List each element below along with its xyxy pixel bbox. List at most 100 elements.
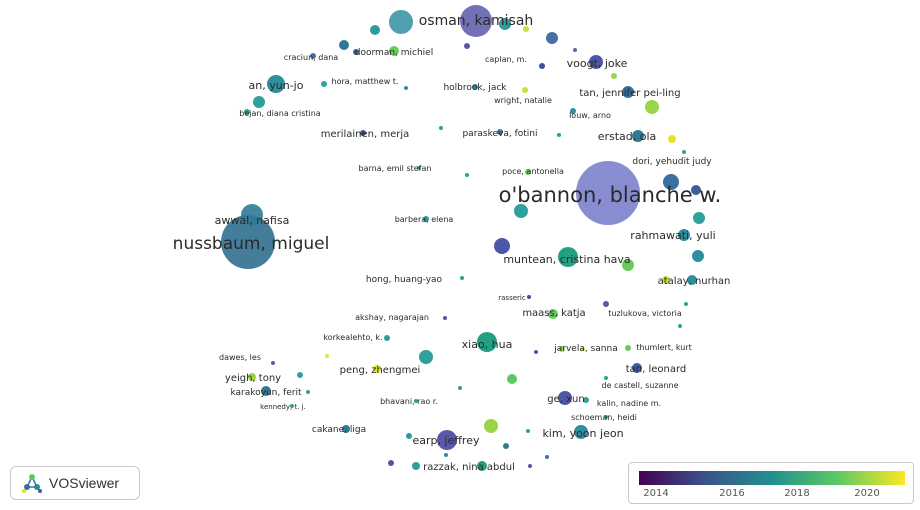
node-karakoyun-b[interactable] <box>306 390 310 394</box>
node-caplan-a[interactable] <box>546 32 558 44</box>
node-poce-b[interactable] <box>465 173 469 177</box>
label-kim[interactable]: kim, yoon jeon <box>542 427 623 440</box>
node-osman-c[interactable] <box>499 18 511 30</box>
node-dawes[interactable] <box>271 361 275 365</box>
node-rahmawati-a[interactable] <box>693 212 705 224</box>
node-obannon-b[interactable] <box>663 174 679 190</box>
node-osman-a[interactable] <box>389 10 413 34</box>
label-barbera[interactable]: barbera, elena <box>395 215 454 224</box>
node-poce[interactable] <box>525 169 531 175</box>
node-earp-c[interactable] <box>406 433 412 439</box>
label-holbrook[interactable]: holbrook, jack <box>443 83 507 93</box>
node-kim-a[interactable] <box>526 429 530 433</box>
label-paraskeva[interactable]: paraskeva, fotini <box>462 129 537 139</box>
label-peng[interactable]: peng, zhengmei <box>340 365 421 376</box>
node-caplan[interactable] <box>539 63 545 69</box>
node-peng[interactable] <box>373 365 381 373</box>
label-kennedy[interactable]: kennedy, t. j. <box>260 403 306 411</box>
label-xiao[interactable]: xiao, hua <box>462 338 513 351</box>
node-an-b[interactable] <box>253 96 265 108</box>
node-jarvela-c[interactable] <box>581 347 585 351</box>
label-voogt[interactable]: voogt, joke <box>567 57 628 70</box>
label-jarvela[interactable]: jarvela, sanna <box>553 344 617 354</box>
label-dori[interactable]: dori, yehudit judy <box>632 157 712 167</box>
label-rasseric[interactable]: rasseric <box>498 294 526 302</box>
node-yeigh-b[interactable] <box>297 372 303 378</box>
node-obannon-c[interactable] <box>691 185 701 195</box>
node-doorman-a[interactable] <box>339 40 349 50</box>
node-kim[interactable] <box>574 425 588 439</box>
node-razzak-a[interactable] <box>388 460 394 466</box>
label-tuzlukova[interactable]: tuzlukova, victoria <box>608 309 682 318</box>
label-wright[interactable]: wright, natalie <box>494 96 552 105</box>
node-voogt-b[interactable] <box>611 73 617 79</box>
node-razzak-c[interactable] <box>444 453 448 457</box>
node-thumlert[interactable] <box>625 345 631 351</box>
label-dawes[interactable]: dawes, les <box>219 353 261 362</box>
node-schoeman[interactable] <box>604 415 608 419</box>
node-holbrook[interactable] <box>472 84 478 90</box>
node-nussbaum[interactable] <box>221 215 275 269</box>
label-thumlert[interactable]: thumlert, kurt <box>636 343 692 352</box>
label-cakane[interactable]: cakane, liga <box>312 425 366 435</box>
node-tanjennifer-b[interactable] <box>645 100 659 114</box>
node-dori[interactable] <box>682 150 686 154</box>
label-awwal[interactable]: awwal, nafisa <box>215 214 290 227</box>
label-poce[interactable]: poce, antonella <box>502 167 564 176</box>
label-bejan[interactable]: bejan, diana cristina <box>239 109 321 118</box>
node-erstad-b[interactable] <box>668 135 676 143</box>
label-kalin[interactable]: kalin, nadine m. <box>597 399 661 408</box>
node-wright[interactable] <box>522 87 528 93</box>
node-tanleonard[interactable] <box>632 363 642 373</box>
node-razzak-d[interactable] <box>528 464 532 468</box>
node-awwal[interactable] <box>241 204 263 226</box>
node-hora-b[interactable] <box>404 86 408 90</box>
label-akshay[interactable]: akshay, nagarajan <box>355 313 429 322</box>
label-tanleonard[interactable]: tan, leonard <box>626 364 687 375</box>
label-cracium[interactable]: craciun, dana <box>284 53 338 62</box>
node-rasseric[interactable] <box>527 295 531 299</box>
node-karakoyun[interactable] <box>261 386 271 396</box>
label-hong[interactable]: hong, huang-yao <box>366 275 443 285</box>
label-osman[interactable]: osman, kamisah <box>419 13 534 29</box>
label-caplan[interactable]: caplan, m. <box>485 55 527 64</box>
node-maass[interactable] <box>548 309 558 319</box>
node-kennedy[interactable] <box>290 404 294 408</box>
node-atalay[interactable] <box>662 276 670 284</box>
node-bejan[interactable] <box>244 109 250 115</box>
node-jarvela[interactable] <box>534 350 538 354</box>
node-tuzlukova-b[interactable] <box>684 302 688 306</box>
node-osman-d[interactable] <box>523 26 529 32</box>
node-korkealehto[interactable] <box>384 335 390 341</box>
node-decastell[interactable] <box>604 376 608 380</box>
node-louw[interactable] <box>570 108 576 114</box>
node-hong[interactable] <box>460 276 464 280</box>
node-barbera[interactable] <box>423 216 429 222</box>
node-rahmawati-b[interactable] <box>692 250 704 262</box>
node-cakane[interactable] <box>342 425 350 433</box>
node-erstad[interactable] <box>632 130 644 142</box>
node-osman[interactable] <box>460 5 492 37</box>
label-doorman[interactable]: doorman, michiel <box>355 48 433 58</box>
label-schoeman[interactable]: schoeman, heidi <box>571 413 637 422</box>
node-barna[interactable] <box>417 166 421 170</box>
node-holbrook-a[interactable] <box>464 43 470 49</box>
label-yeigh[interactable]: yeigh, tony <box>225 373 281 384</box>
node-yeigh[interactable] <box>248 373 256 381</box>
node-an[interactable] <box>267 75 285 93</box>
node-hora[interactable] <box>321 81 327 87</box>
label-hora[interactable]: hora, matthew t. <box>332 77 399 86</box>
node-earp-d[interactable] <box>503 443 509 449</box>
node-earp[interactable] <box>437 430 457 450</box>
node-rahmawati[interactable] <box>678 229 690 241</box>
node-muntean-c[interactable] <box>622 259 634 271</box>
label-muntean[interactable]: muntean, cristina hava <box>503 253 630 266</box>
label-atalay[interactable]: atalay, nurhan <box>658 276 731 287</box>
node-ge[interactable] <box>558 391 572 405</box>
label-louw[interactable]: louw, arno <box>569 111 611 120</box>
node-osman-b[interactable] <box>370 25 380 35</box>
node-muntean-a[interactable] <box>494 238 510 254</box>
label-ge[interactable]: ge, xun <box>547 394 584 405</box>
label-korkealehto[interactable]: korkealehto, k. <box>323 333 382 342</box>
label-barna[interactable]: barna, emil stefan <box>359 164 432 173</box>
